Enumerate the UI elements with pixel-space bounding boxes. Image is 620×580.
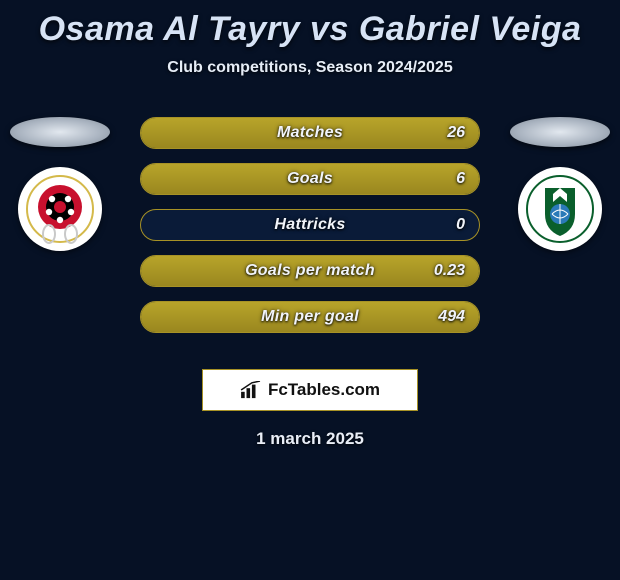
rayyan-crest-icon xyxy=(25,174,95,244)
stat-label: Goals xyxy=(141,170,479,188)
player-left-slot xyxy=(0,117,120,251)
stat-bar: Goals6 xyxy=(140,163,480,195)
player-right-slot xyxy=(500,117,620,251)
stat-bar: Hattricks0 xyxy=(140,209,480,241)
club-badge-right xyxy=(518,167,602,251)
comparison-card: Osama Al Tayry vs Gabriel Veiga Club com… xyxy=(0,0,620,449)
club-badge-left xyxy=(18,167,102,251)
player-left-silhouette-icon xyxy=(10,117,110,147)
stat-label: Hattricks xyxy=(141,216,479,234)
stat-value: 0.23 xyxy=(434,262,465,280)
stat-value: 494 xyxy=(438,308,465,326)
footer-date: 1 march 2025 xyxy=(0,429,620,449)
stat-bar: Min per goal494 xyxy=(140,301,480,333)
stats-area: Matches26 Goals6 Hattricks0 Goals per match… xyxy=(0,117,620,347)
bar-chart-icon xyxy=(240,381,262,399)
stat-label: Goals per match xyxy=(141,262,479,280)
ahli-crest-icon xyxy=(525,174,595,244)
stat-value: 6 xyxy=(456,170,465,188)
stat-label: Min per goal xyxy=(141,308,479,326)
player-right-silhouette-icon xyxy=(510,117,610,147)
stat-bar: Goals per match0.23 xyxy=(140,255,480,287)
brand-text: FcTables.com xyxy=(268,380,380,400)
stat-value: 0 xyxy=(456,216,465,234)
page-subtitle: Club competitions, Season 2024/2025 xyxy=(0,59,620,77)
page-title: Osama Al Tayry vs Gabriel Veiga xyxy=(0,6,620,59)
stat-bars: Matches26 Goals6 Hattricks0 Goals per match… xyxy=(140,117,480,347)
stat-bar: Matches26 xyxy=(140,117,480,149)
stat-value: 26 xyxy=(447,124,465,142)
brand-badge[interactable]: FcTables.com xyxy=(202,369,418,411)
stat-label: Matches xyxy=(141,124,479,142)
